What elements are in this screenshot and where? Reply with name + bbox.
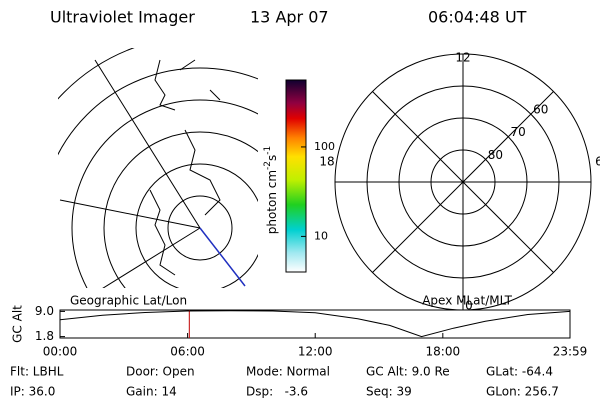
colorbar	[285, 79, 307, 273]
y-tick-label: 9.0	[35, 304, 54, 318]
x-tick-label: 12:00	[298, 345, 333, 359]
polar-outer	[334, 53, 592, 311]
geo-title: Geographic Lat/Lon	[70, 294, 187, 308]
x-tick-label: 00:00	[43, 345, 78, 359]
lat-circle	[398, 117, 528, 247]
lat-label: 70	[510, 125, 525, 139]
footer-field: Seq: 39	[366, 385, 412, 399]
alt-line	[59, 310, 571, 338]
footer-field: GC Alt: 9.0 Re	[366, 365, 450, 379]
lat-circle	[430, 149, 496, 215]
lat-label: 80	[488, 148, 503, 162]
colorbar-label: photon cm-2s-1	[263, 146, 279, 235]
footer-field: Gain: 14	[126, 385, 177, 399]
footer-field: GLat: -64.4	[486, 365, 553, 379]
footer-field: GLon: 256.7	[486, 385, 559, 399]
x-tick-label: 18:00	[426, 345, 461, 359]
footer-field: Door: Open	[126, 365, 195, 379]
footer-field: Dsp: -3.6	[246, 385, 308, 399]
lat-circle	[366, 85, 560, 279]
x-tick-label: 06:00	[170, 345, 205, 359]
mlt-label: 6	[595, 155, 600, 169]
mlt-label: 0	[465, 299, 473, 313]
mlt-map	[335, 54, 591, 310]
y-tick-label: 1.8	[35, 329, 54, 343]
date: 13 Apr 07	[250, 8, 329, 27]
footer-field: IP: 36.0	[10, 385, 55, 399]
mlt-label: 18	[319, 155, 334, 169]
mlt-title: Apex MLat/MLT	[422, 294, 512, 308]
lat-label: 60	[533, 102, 548, 116]
footer-field: Mode: Normal	[246, 365, 330, 379]
x-tick-label: 23:59	[553, 345, 588, 359]
y-label: GC Alt	[11, 305, 25, 343]
time: 06:04:48 UT	[428, 8, 527, 27]
colorbar-tick-label: 10	[314, 229, 328, 242]
colorbar-tick-label: 100	[314, 140, 335, 153]
geo-map	[58, 48, 258, 288]
footer-field: Flt: LBHL	[10, 365, 64, 379]
mlt-label: 12	[455, 51, 470, 65]
title: Ultraviolet Imager	[50, 8, 195, 27]
